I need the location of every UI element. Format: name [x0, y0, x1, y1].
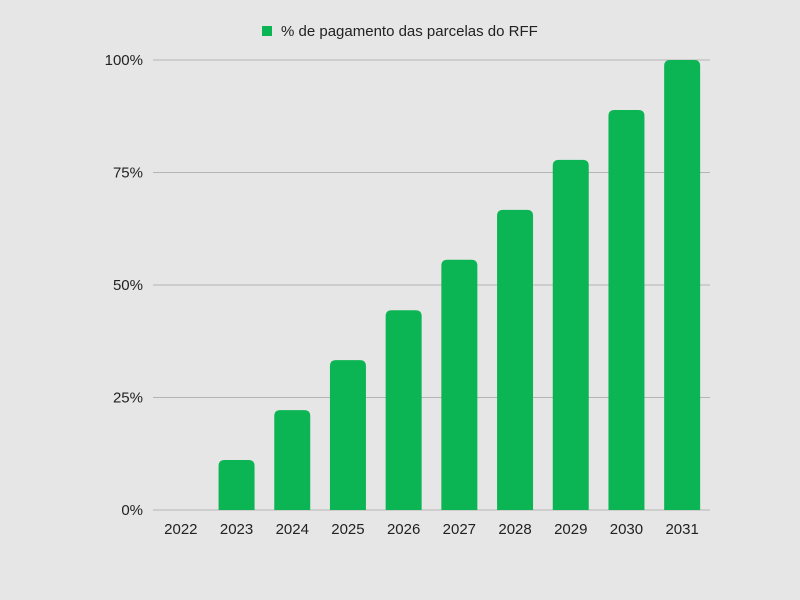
y-tick-label-50: 50% [113, 277, 143, 294]
x-tick-label-2030: 2030 [610, 521, 643, 538]
x-tick-label-2028: 2028 [498, 521, 531, 538]
bar-2026 [385, 310, 422, 510]
bar-2031 [664, 60, 701, 510]
x-tick-label-2023: 2023 [220, 521, 253, 538]
bar-2027 [441, 259, 478, 510]
y-tick-label-25: 25% [113, 390, 143, 407]
legend: % de pagamento das parcelas do RFF [262, 23, 538, 40]
y-axis: 0% 25% 50% 75% 100% [105, 52, 143, 519]
x-tick-label-2025: 2025 [331, 521, 364, 538]
bar-2023 [218, 460, 255, 510]
x-tick-label-2022: 2022 [164, 521, 197, 538]
y-tick-label-100: 100% [105, 52, 143, 69]
bars [218, 60, 701, 510]
x-tick-label-2027: 2027 [443, 521, 476, 538]
x-tick-label-2031: 2031 [665, 521, 698, 538]
legend-swatch [262, 26, 272, 36]
bar-2028 [497, 209, 534, 510]
bar-2029 [552, 159, 589, 510]
x-tick-label-2026: 2026 [387, 521, 420, 538]
bar-2030 [608, 109, 645, 510]
x-tick-label-2024: 2024 [276, 521, 309, 538]
y-tick-label-75: 75% [113, 165, 143, 182]
x-axis: 2022 2023 2024 2025 2026 2027 2028 2029 2030 2031 [164, 521, 699, 538]
x-tick-label-2029: 2029 [554, 521, 587, 538]
bar-2024 [274, 410, 311, 510]
y-tick-label-0: 0% [121, 502, 143, 519]
bar-2025 [329, 360, 366, 510]
legend-label: % de pagamento das parcelas do RFF [281, 23, 538, 40]
